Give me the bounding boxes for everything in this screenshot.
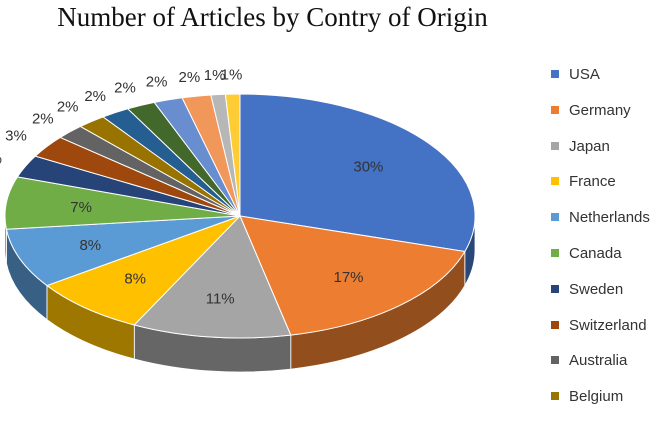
legend-item-8: Australia	[551, 350, 666, 386]
legend-item-7: Switzerland	[551, 315, 666, 351]
pie-slice-5	[4, 176, 241, 230]
legend-swatch-6	[551, 284, 559, 293]
chart-title: Number of Articles by Contry of Origin	[57, 2, 488, 32]
legend-item-9: Belgium	[551, 386, 666, 422]
legend-label-1: Germany	[569, 101, 631, 119]
pie-label-5: 7%	[70, 199, 92, 216]
legend-label-8: Australia	[569, 352, 628, 370]
legend-label-5: Canada	[569, 244, 622, 262]
legend-label-3: France	[569, 173, 616, 191]
pie-slice-0	[239, 93, 476, 253]
legend-label-0: USA	[569, 66, 600, 83]
legend-item-0: USA	[551, 64, 666, 100]
pie-label-10: 2%	[84, 88, 106, 105]
legend-item-3: France	[551, 171, 666, 207]
legend-label-2: Japan	[569, 137, 610, 155]
pie-label-12: 2%	[146, 73, 168, 90]
legend-item-1: Germany	[551, 100, 666, 136]
pie-label-9: 2%	[57, 98, 79, 115]
pie-label-13: 2%	[179, 69, 201, 86]
legend-item-5: Canada	[551, 243, 666, 279]
pie-slice-3	[45, 215, 241, 326]
pie-label-1: 17%	[333, 269, 363, 286]
pie-label-2: 11%	[206, 290, 235, 307]
pie-label-11: 2%	[114, 80, 136, 97]
legend-item-2: Japan	[551, 136, 666, 172]
pie-slice-2	[133, 215, 292, 339]
legend-swatch-8	[551, 356, 559, 365]
legend-label-7: Switzerland	[569, 316, 647, 334]
legend-item-6: Sweden	[551, 279, 666, 315]
legend-label-9: Belgium	[569, 388, 624, 406]
legend-item-4: Netherlands	[551, 207, 666, 243]
pie-label-15: 1%	[221, 67, 243, 84]
legend-swatch-2	[551, 141, 559, 150]
pie-label-3: 8%	[124, 271, 146, 288]
pie-label-4: 8%	[79, 237, 101, 254]
legend: USA Germany Japan France Netherlands Canada Sw…	[551, 64, 666, 422]
pie-slice-1	[239, 215, 466, 336]
legend-swatch-9	[551, 392, 559, 401]
pie-slice-15	[224, 93, 241, 217]
pie-label-14: 1%	[204, 67, 226, 84]
legend-swatch-4	[551, 213, 559, 222]
pie-label-7: 3%	[5, 127, 27, 144]
legend-label-4: Netherlands	[569, 209, 650, 227]
pie-label-0: 30%	[353, 159, 383, 176]
legend-label-6: Sweden	[569, 280, 624, 298]
pie-label-8: 2%	[32, 110, 54, 127]
legend-swatch-1	[551, 105, 559, 114]
legend-swatch-7	[551, 320, 559, 329]
legend-swatch-5	[551, 249, 559, 258]
pie-label-6: 3%	[0, 150, 2, 167]
pie-chart: 30%17%11%8%8%7%3%3%2%2%2%2%2%2%1%1%	[0, 67, 476, 373]
legend-swatch-3	[551, 177, 559, 186]
pie-slice-4	[5, 215, 241, 287]
legend-swatch-0	[551, 70, 559, 79]
